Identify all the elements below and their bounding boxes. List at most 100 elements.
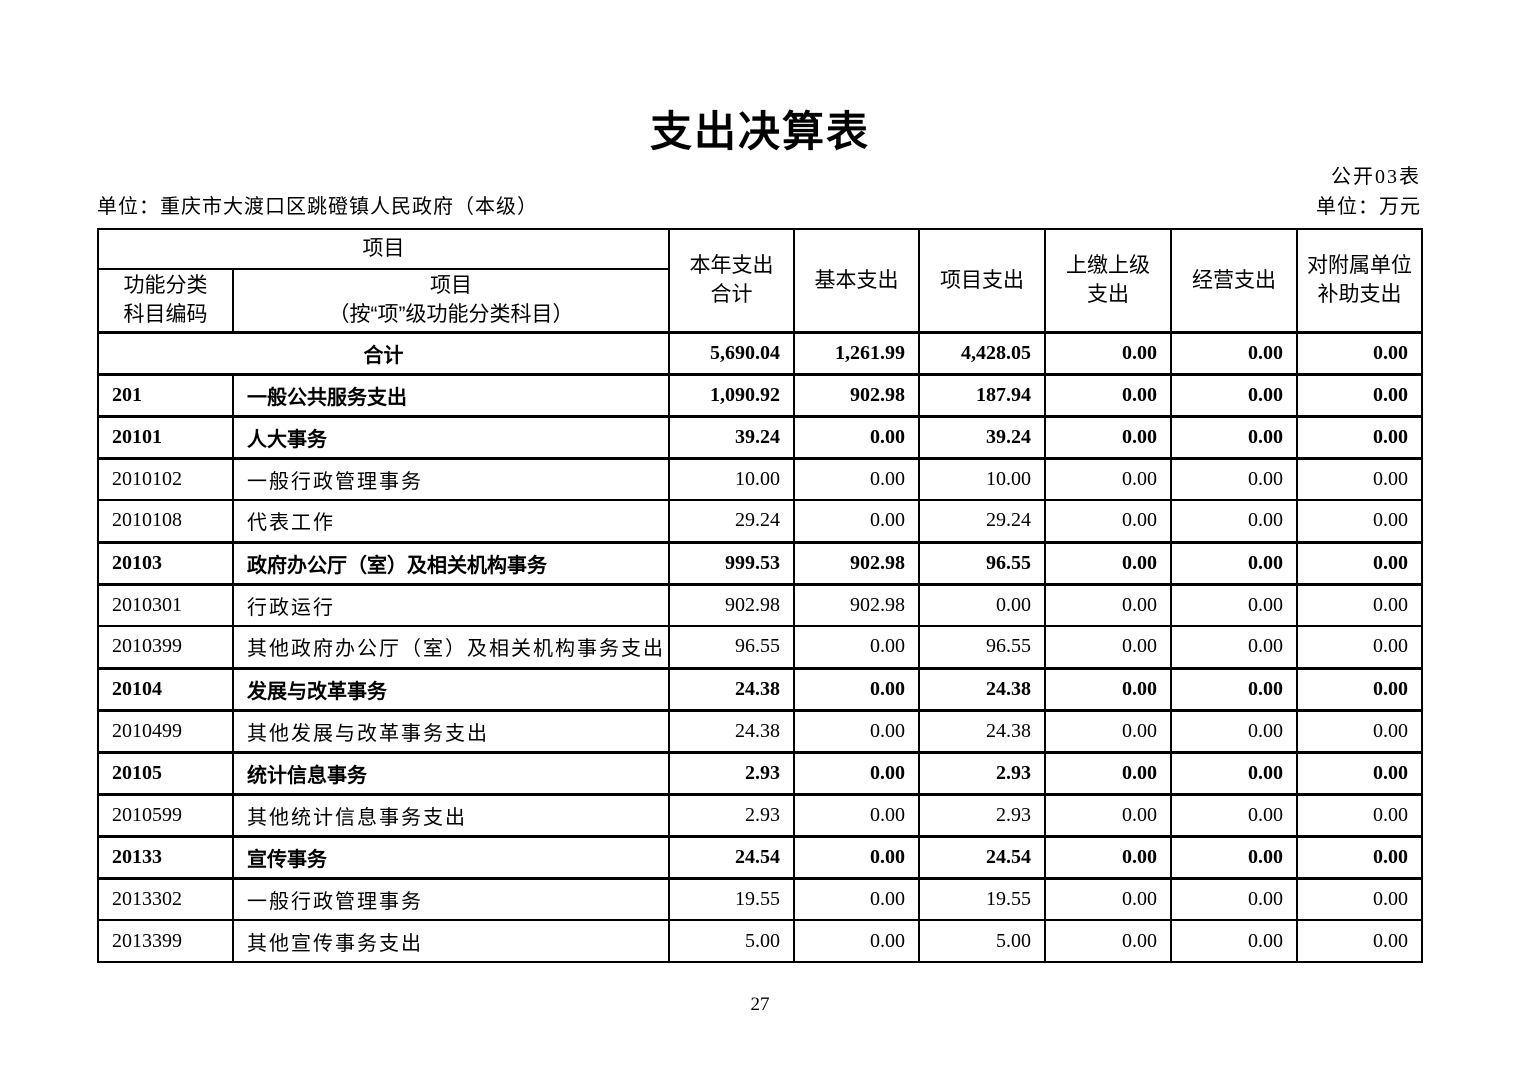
row-value-cell: 29.24 xyxy=(668,499,795,543)
table-row: 20103 政府办公厅（室）及相关机构事务 999.53 902.98 96.55 0.0… xyxy=(97,540,1423,586)
row-value-cell: 0.00 xyxy=(1044,372,1172,418)
row-name-cell: 其他宣传事务支出 xyxy=(232,919,670,963)
row-code-cell: 2013302 xyxy=(97,877,234,921)
row-code-cell: 2010599 xyxy=(97,793,234,837)
row-value-cell: 19.55 xyxy=(918,877,1046,921)
row-value-cell: 2.93 xyxy=(668,750,795,796)
header-col-subsidy: 对附属单位 补助支出 xyxy=(1296,228,1423,333)
row-value-cell: 19.55 xyxy=(668,877,795,921)
row-value-cell: 0.00 xyxy=(1044,877,1172,921)
row-name-cell: 其他政府办公厅（室）及相关机构事务支出 xyxy=(232,625,670,669)
row-value-cell: 24.38 xyxy=(918,709,1046,753)
row-value-cell: 0.00 xyxy=(1170,540,1298,586)
row-value-cell: 902.98 xyxy=(793,540,920,586)
row-value-cell: 0.00 xyxy=(1296,625,1423,669)
row-value-cell: 2.93 xyxy=(918,793,1046,837)
row-value-cell: 999.53 xyxy=(668,540,795,586)
row-value-cell: 5,690.04 xyxy=(668,330,795,376)
row-code-cell: 2010108 xyxy=(97,499,234,543)
row-value-cell: 96.55 xyxy=(668,625,795,669)
row-name-cell: 政府办公厅（室）及相关机构事务 xyxy=(232,540,670,586)
row-value-cell: 0.00 xyxy=(1044,540,1172,586)
row-value-cell: 0.00 xyxy=(1044,499,1172,543)
header-col-annual-total: 本年支出 合计 xyxy=(668,228,795,333)
row-name-cell: 统计信息事务 xyxy=(232,750,670,796)
table-row: 2010599 其他统计信息事务支出 2.93 0.00 2.93 0.00 0.00 0.0… xyxy=(97,793,1423,837)
row-name-cell: 人大事务 xyxy=(232,414,670,460)
row-value-cell: 0.00 xyxy=(1044,666,1172,712)
row-code-cell: 20133 xyxy=(97,834,234,880)
header-col-code: 功能分类 科目编码 xyxy=(97,268,234,333)
header-col-name: 项目 （按“项”级功能分类科目） xyxy=(232,268,670,333)
row-value-cell: 0.00 xyxy=(1044,625,1172,669)
row-value-cell: 24.38 xyxy=(668,666,795,712)
row-name-cell: 宣传事务 xyxy=(232,834,670,880)
row-value-cell: 0.00 xyxy=(793,793,920,837)
header-row-2: 功能分类 科目编码 项目 （按“项”级功能分类科目） xyxy=(97,268,1422,333)
row-code-cell: 20101 xyxy=(97,414,234,460)
row-value-cell: 0.00 xyxy=(1170,666,1298,712)
page-title: 支出决算表 xyxy=(649,108,870,155)
row-value-cell: 0.00 xyxy=(1296,750,1423,796)
table-row: 2013399 其他宣传事务支出 5.00 0.00 5.00 0.00 0.00 0.00 xyxy=(97,919,1423,963)
row-value-cell: 0.00 xyxy=(1296,919,1423,963)
row-value-cell: 0.00 xyxy=(1170,372,1298,418)
row-value-cell: 0.00 xyxy=(1170,877,1298,921)
row-name-cell: 一般行政管理事务 xyxy=(232,877,670,921)
row-value-cell: 902.98 xyxy=(793,583,920,627)
row-value-cell: 902.98 xyxy=(668,583,795,627)
row-value-cell: 0.00 xyxy=(793,414,920,460)
row-value-cell: 5.00 xyxy=(668,919,795,963)
row-value-cell: 0.00 xyxy=(1296,457,1423,501)
row-code-cell: 2010301 xyxy=(97,583,234,627)
row-title-cell: 合计 xyxy=(97,330,670,376)
row-value-cell: 96.55 xyxy=(918,540,1046,586)
row-value-cell: 24.54 xyxy=(668,834,795,880)
row-value-cell: 0.00 xyxy=(1170,793,1298,837)
row-code-cell: 20105 xyxy=(97,750,234,796)
doc-label: 公开03表 xyxy=(1331,166,1421,188)
row-name-cell: 其他统计信息事务支出 xyxy=(232,793,670,837)
row-value-cell: 0.00 xyxy=(1296,330,1423,376)
row-value-cell: 0.00 xyxy=(1170,414,1298,460)
row-value-cell: 24.54 xyxy=(918,834,1046,880)
row-value-cell: 0.00 xyxy=(793,625,920,669)
row-code-cell: 2010499 xyxy=(97,709,234,753)
row-value-cell: 0.00 xyxy=(1044,793,1172,837)
row-value-cell: 0.00 xyxy=(1170,457,1298,501)
row-value-cell: 0.00 xyxy=(1170,499,1298,543)
row-value-cell: 0.00 xyxy=(1296,372,1423,418)
row-value-cell: 0.00 xyxy=(1296,834,1423,880)
table-row: 2010301 行政运行 902.98 902.98 0.00 0.00 0.00 0.00 xyxy=(97,583,1423,627)
row-value-cell: 0.00 xyxy=(1296,499,1423,543)
header-col-operating: 经营支出 xyxy=(1170,228,1298,333)
row-value-cell: 0.00 xyxy=(1044,414,1172,460)
header-line: 项目 xyxy=(430,273,472,297)
row-value-cell: 0.00 xyxy=(1296,414,1423,460)
header-col-project: 项目支出 xyxy=(918,228,1046,333)
row-code-cell: 2010102 xyxy=(97,457,234,501)
row-value-cell: 0.00 xyxy=(1170,834,1298,880)
table-row: 20101 人大事务 39.24 0.00 39.24 0.00 0.00 0.00 xyxy=(97,414,1423,460)
row-value-cell: 0.00 xyxy=(1044,750,1172,796)
row-value-cell: 187.94 xyxy=(918,372,1046,418)
row-value-cell: 39.24 xyxy=(668,414,795,460)
row-value-cell: 0.00 xyxy=(1044,919,1172,963)
row-value-cell: 2.93 xyxy=(918,750,1046,796)
row-name-cell: 发展与改革事务 xyxy=(232,666,670,712)
row-value-cell: 0.00 xyxy=(793,499,920,543)
row-value-cell: 0.00 xyxy=(1044,834,1172,880)
table-row: 20133 宣传事务 24.54 0.00 24.54 0.00 0.00 0.00 xyxy=(97,834,1423,880)
row-value-cell: 96.55 xyxy=(918,625,1046,669)
row-code-cell: 201 xyxy=(97,372,234,418)
row-value-cell: 24.38 xyxy=(918,666,1046,712)
header-project-group: 项目 xyxy=(97,228,670,270)
table-row: 2013302 一般行政管理事务 19.55 0.00 19.55 0.00 0.00 0.0… xyxy=(97,877,1423,921)
row-code-cell: 2010399 xyxy=(97,625,234,669)
table-row: 合计 5,690.04 1,261.99 4,428.05 0.00 0.00 0.00 xyxy=(97,330,1423,376)
row-value-cell: 0.00 xyxy=(793,457,920,501)
header-line: 科目编码 xyxy=(123,303,208,327)
row-value-cell: 39.24 xyxy=(918,414,1046,460)
table-row: 2010399 其他政府办公厅（室）及相关机构事务支出 96.55 0.00 96.55… xyxy=(97,625,1423,669)
